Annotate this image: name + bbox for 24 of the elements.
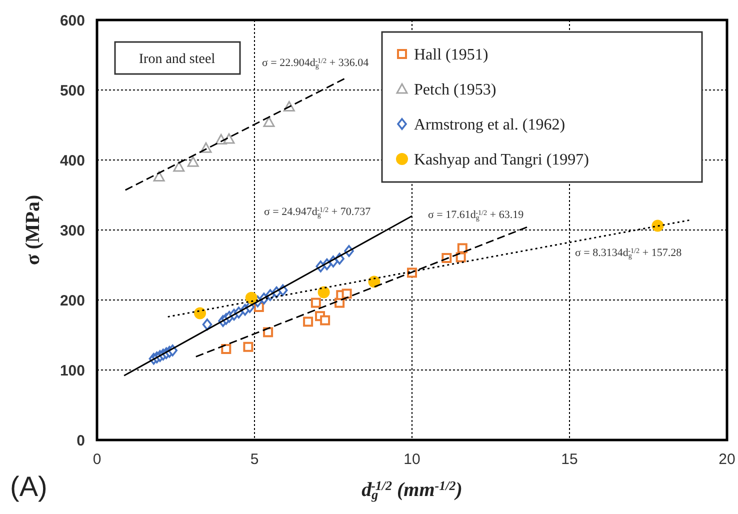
annotation: σ = 24.947d$_{g}$$^{-1/2}$ + 70.737 <box>264 206 372 219</box>
legend-label: Kashyap and Tangri (1997) <box>414 152 589 169</box>
annotation: σ = 22.904d$_{g}$$^{-1/2}$ + 336.04 <box>262 56 370 70</box>
y-tick-label: 500 <box>60 82 85 100</box>
annotation: Iron and steel <box>138 52 216 67</box>
y-tick-label: 400 <box>60 152 85 170</box>
legend-label: Petch (1953) <box>414 82 496 99</box>
y-tick-label: 0 <box>76 432 85 450</box>
annotation: σ = 8.3134d$_{g}$$^{-1/2}$ + 157.28 <box>575 246 682 260</box>
x-tick-label: 5 <box>250 451 259 468</box>
y-tick-label: 600 <box>60 12 85 30</box>
y-tick-label: 100 <box>60 362 85 380</box>
x-tick-label: 0 <box>92 451 102 468</box>
x-axis-title: d$_{g}$$^{-1/2}$ (mm$^{-1/2}$) <box>362 478 462 502</box>
x-tick-label: 15 <box>561 451 578 468</box>
legend-label: Armstrong et al. (1962) <box>414 116 566 134</box>
y-axis-title: σ (MPa) <box>22 194 44 266</box>
x-tick-label: 20 <box>718 451 736 468</box>
y-tick-label: 200 <box>60 292 85 310</box>
x-tick-label: 10 <box>404 451 420 468</box>
annotation: σ = 17.61d$_{g}$$^{-1/2}$ + 63.19 <box>428 208 524 222</box>
legend-label: Hall (1951) <box>414 46 488 64</box>
text: (A) <box>10 471 48 502</box>
y-tick-label: 300 <box>60 222 85 240</box>
